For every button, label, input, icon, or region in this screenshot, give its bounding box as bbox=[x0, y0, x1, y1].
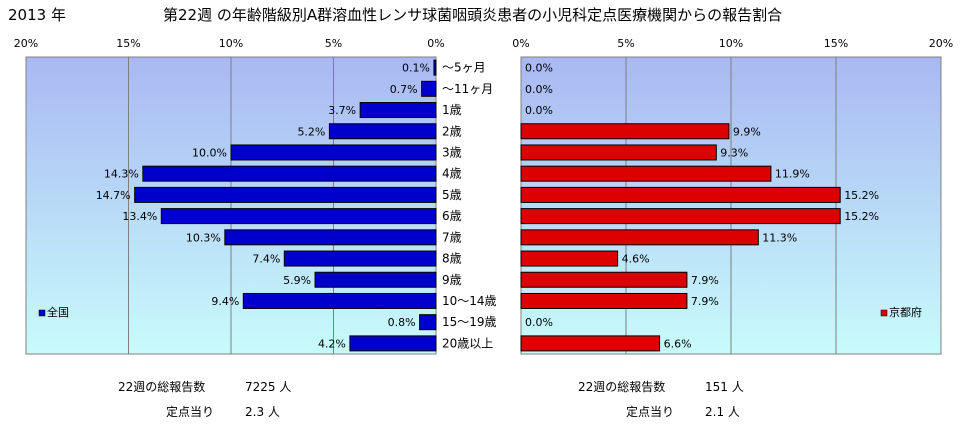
left-data-label: 14.7% bbox=[96, 189, 131, 202]
year-label: 2013 年 bbox=[8, 6, 66, 24]
left-tick-label: 15% bbox=[116, 37, 140, 50]
left-bar bbox=[134, 186, 437, 203]
age-group-label: 3歳 bbox=[442, 145, 462, 159]
right-data-label: 15.2% bbox=[844, 210, 879, 223]
left-bar bbox=[328, 123, 437, 140]
left-legend-swatch bbox=[38, 309, 46, 317]
right-bar bbox=[520, 250, 619, 267]
age-group-label: 6歳 bbox=[442, 209, 462, 223]
age-group-label: 4歳 bbox=[442, 167, 462, 181]
right-total-value: 151 人 bbox=[705, 380, 744, 394]
right-tick-label: 0% bbox=[512, 37, 529, 50]
left-total-value: 7225 人 bbox=[245, 380, 292, 394]
left-tick-label: 20% bbox=[14, 37, 38, 50]
left-data-label: 10.0% bbox=[192, 146, 227, 159]
right-bar bbox=[520, 292, 688, 309]
right-bar bbox=[520, 144, 717, 161]
age-group-label: 7歳 bbox=[442, 230, 462, 244]
age-group-label: 15～19歳 bbox=[442, 315, 497, 329]
left-tick-label: 5% bbox=[325, 37, 342, 50]
left-data-label: 7.4% bbox=[252, 253, 280, 266]
right-data-label: 0.0% bbox=[525, 83, 553, 96]
left-data-label: 14.3% bbox=[104, 168, 139, 181]
age-group-label: 1歳 bbox=[442, 103, 462, 117]
right-bar bbox=[520, 186, 841, 203]
right-data-label: 9.9% bbox=[733, 125, 761, 138]
left-total-label: 22週の総報告数 bbox=[118, 380, 206, 394]
right-data-label: 0.0% bbox=[525, 62, 553, 75]
left-tick-label: 0% bbox=[427, 37, 444, 50]
left-data-label: 3.7% bbox=[328, 104, 356, 117]
left-bar bbox=[359, 102, 437, 119]
left-data-label: 9.4% bbox=[211, 295, 239, 308]
age-group-label: 5歳 bbox=[442, 188, 462, 202]
left-chart-panel: 0% 5% 10% 15% 20% 0.1% 0.7% 3.7%5.2% 10.0% 14.3% 1… bbox=[14, 37, 445, 355]
right-data-label: 0.0% bbox=[525, 316, 553, 329]
age-group-label: ～5ヶ月 bbox=[442, 61, 486, 75]
right-data-label: 7.9% bbox=[691, 295, 719, 308]
left-bar bbox=[224, 229, 437, 246]
left-bar bbox=[242, 292, 437, 309]
right-data-label: 11.9% bbox=[775, 168, 810, 181]
right-data-label: 7.9% bbox=[691, 274, 719, 287]
age-group-labels: ～5ヶ月 ～11ヶ月 1歳 2歳 3歳 4歳 5歳 6歳 7歳 8歳 9歳 10～14歳 15～19歳 2… bbox=[442, 61, 497, 351]
left-bar bbox=[421, 80, 437, 97]
left-bar bbox=[160, 208, 437, 225]
age-group-label: 2歳 bbox=[442, 124, 462, 138]
right-data-label: 4.6% bbox=[622, 253, 650, 266]
right-data-label: 6.6% bbox=[664, 337, 692, 350]
left-bar bbox=[349, 335, 437, 352]
right-bar bbox=[520, 229, 759, 246]
right-data-label: 0.0% bbox=[525, 104, 553, 117]
age-group-label: 9歳 bbox=[442, 273, 462, 287]
left-per-value: 2.3 人 bbox=[245, 405, 280, 419]
right-tick-label: 20% bbox=[929, 37, 953, 50]
right-bar bbox=[520, 208, 841, 225]
left-data-label: 0.7% bbox=[390, 83, 418, 96]
right-total-label: 22週の総報告数 bbox=[578, 380, 666, 394]
left-data-label: 5.2% bbox=[297, 125, 325, 138]
right-legend-label: 京都府 bbox=[889, 305, 922, 319]
right-bar bbox=[520, 165, 772, 182]
right-per-value: 2.1 人 bbox=[705, 405, 740, 419]
left-bar bbox=[433, 59, 437, 76]
right-data-label: 9.3% bbox=[720, 146, 748, 159]
chart-title: 第22週 の年齢階級別A群溶血性レンサ球菌咽頭炎患者の小児科定点医療機関からの報… bbox=[163, 6, 783, 24]
right-tick-label: 10% bbox=[719, 37, 743, 50]
right-legend-swatch bbox=[880, 309, 888, 317]
left-tick-label: 10% bbox=[219, 37, 243, 50]
left-data-label: 4.2% bbox=[318, 337, 346, 350]
left-bar bbox=[142, 165, 437, 182]
left-data-label: 13.4% bbox=[122, 210, 157, 223]
right-per-label: 定点当り bbox=[626, 405, 675, 419]
right-tick-label: 5% bbox=[617, 37, 634, 50]
left-bar bbox=[314, 271, 437, 288]
left-bar bbox=[230, 144, 437, 161]
right-bar bbox=[520, 335, 661, 352]
left-bar bbox=[419, 314, 437, 331]
age-group-label: ～11ヶ月 bbox=[442, 82, 493, 96]
right-tick-label: 15% bbox=[824, 37, 848, 50]
age-group-label: 20歳以上 bbox=[442, 336, 493, 350]
left-data-label: 5.9% bbox=[283, 274, 311, 287]
left-per-label: 定点当り bbox=[166, 405, 215, 419]
left-data-label: 0.1% bbox=[402, 62, 430, 75]
age-group-label: 10～14歳 bbox=[442, 294, 497, 308]
right-data-label: 11.3% bbox=[762, 231, 797, 244]
right-bar bbox=[520, 123, 730, 140]
right-data-label: 15.2% bbox=[844, 189, 879, 202]
age-group-label: 8歳 bbox=[442, 252, 462, 266]
left-bar bbox=[283, 250, 437, 267]
left-data-label: 0.8% bbox=[388, 316, 416, 329]
right-bar bbox=[520, 271, 688, 288]
left-data-label: 10.3% bbox=[186, 231, 221, 244]
left-legend-label: 全国 bbox=[47, 305, 69, 319]
right-chart-panel: 0% 5% 10% 15% 20% 0.0% 0.0% 0.0% 9.9% 9.3% 11.9% 15… bbox=[512, 37, 953, 355]
